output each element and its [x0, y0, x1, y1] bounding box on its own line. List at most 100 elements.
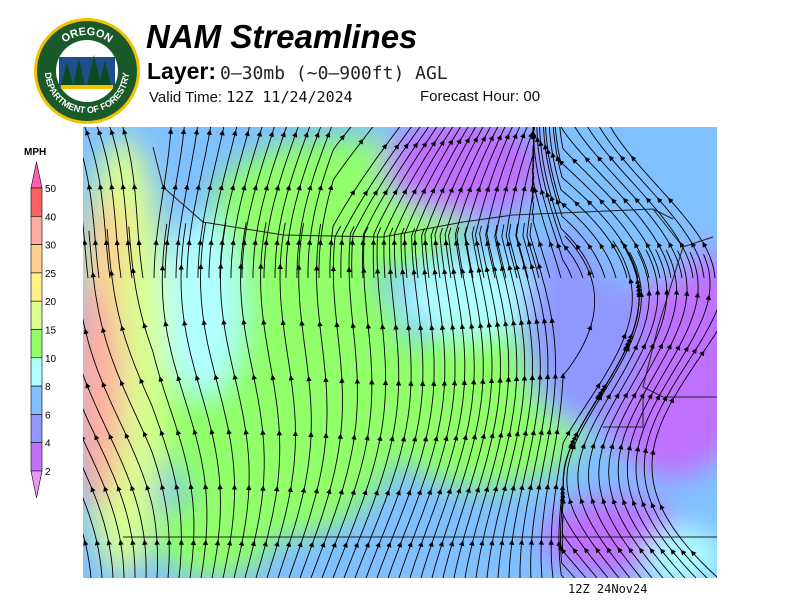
streamline-arrow [545, 191, 551, 199]
streamline-arrow [274, 184, 280, 192]
streamline [220, 222, 250, 578]
streamline-arrow [108, 433, 114, 440]
streamline-arrow [639, 392, 645, 399]
streamline-arrow [94, 434, 100, 441]
streamline-arrow [492, 485, 499, 493]
streamline-arrow [241, 184, 247, 192]
streamline-arrow [462, 434, 468, 441]
streamline [106, 228, 182, 578]
streamline-arrow [572, 547, 579, 554]
colorbar-label: 15 [45, 326, 57, 337]
streamline-arrow [300, 487, 307, 494]
streamline-arrow [83, 539, 89, 547]
streamline-arrow [628, 277, 634, 285]
streamline-arrow [439, 139, 445, 146]
streamline [372, 127, 438, 279]
streamline-arrow [580, 443, 586, 450]
streamline-arrow [192, 428, 198, 436]
streamline-arrow [268, 131, 274, 138]
svg-text:OREGON: OREGON [59, 26, 114, 46]
streamline-arrow [485, 240, 491, 247]
forecast-hour-value: 00 [523, 88, 541, 105]
streamline-arrow [555, 155, 561, 163]
streamline-arrow [626, 444, 632, 452]
streamline-arrow [175, 429, 182, 436]
streamline [296, 127, 332, 278]
streamline [608, 249, 678, 578]
streamline-arrow [420, 187, 426, 195]
streamline [83, 220, 89, 279]
streamline-arrow [544, 483, 550, 491]
streamline-arrow [327, 184, 334, 192]
streamline-arrow [145, 484, 151, 492]
streamline-arrow [130, 539, 136, 547]
colorbar-label: 20 [45, 297, 57, 308]
streamline-arrow [699, 350, 705, 357]
streamline-arrow [489, 539, 495, 547]
streamline-arrow [568, 498, 574, 505]
streamline-arrow [649, 547, 656, 554]
streamline [240, 222, 265, 578]
streamline [96, 127, 122, 279]
streamline-arrow [119, 380, 125, 387]
streamline-arrow [106, 539, 112, 547]
streamline-arrow [163, 320, 169, 328]
streamline-arrow [474, 486, 481, 494]
streamline-arrow [471, 433, 477, 441]
streamline-arrow [469, 540, 475, 547]
streamline-arrow [457, 186, 463, 194]
streamline-arrow [124, 432, 130, 440]
streamline-map[interactable] [83, 127, 717, 578]
streamline-arrow [411, 188, 417, 195]
streamline-arrow [372, 189, 378, 196]
streamline-arrow [331, 541, 337, 549]
streamline [486, 224, 526, 578]
streamline-arrow [527, 484, 533, 491]
streamline-arrow [624, 345, 630, 353]
streamline-arrow [488, 135, 494, 142]
streamline-arrow [520, 132, 526, 140]
streamline-arrow [512, 185, 518, 193]
streamline-arrow [448, 186, 454, 194]
streamline-arrow [555, 198, 561, 206]
streamline-arrow [611, 242, 617, 249]
colorbar-segment [30, 244, 43, 274]
layer-info: Layer: 0–30mb (~0–900ft) AGL [147, 58, 448, 85]
streamline-arrow [373, 489, 379, 497]
colorbar-label: 30 [45, 241, 57, 252]
streamline-arrow [632, 344, 638, 351]
streamline-arrow [314, 131, 320, 139]
streamline-arrow [417, 541, 424, 548]
streamline-arrow [668, 197, 674, 204]
streamline-arrow [587, 269, 593, 277]
streamline [424, 127, 477, 279]
streamline-arrow [536, 483, 542, 491]
streamline [164, 127, 185, 279]
streamline-arrow [292, 131, 298, 139]
streamline-arrow [364, 434, 370, 442]
streamline-arrow [460, 267, 466, 275]
streamline-arrow [447, 139, 454, 146]
streamline [588, 249, 659, 578]
streamline-arrow [655, 394, 661, 401]
streamline-arrow [529, 263, 535, 270]
streamline [561, 252, 640, 578]
streamline-arrow [464, 239, 470, 247]
streamline-arrow [548, 241, 554, 248]
streamline [536, 127, 584, 279]
streamline-arrow [680, 549, 687, 556]
streamline-arrow [533, 187, 539, 194]
streamline-arrow [206, 184, 213, 192]
streamline-arrow [83, 434, 86, 442]
streamline-arrow [545, 148, 552, 156]
streamline-arrow [675, 344, 681, 351]
streamline-arrow [484, 185, 490, 193]
streamline-arrow [586, 199, 593, 206]
streamline-arrow [570, 443, 576, 450]
streamline-arrow [620, 155, 626, 162]
streamline-arrow [182, 320, 188, 327]
streamline-arrow [556, 242, 562, 249]
streamline-arrow [98, 183, 104, 191]
streamline-arrow [611, 198, 617, 205]
colorbar-units: MPH [24, 147, 47, 158]
